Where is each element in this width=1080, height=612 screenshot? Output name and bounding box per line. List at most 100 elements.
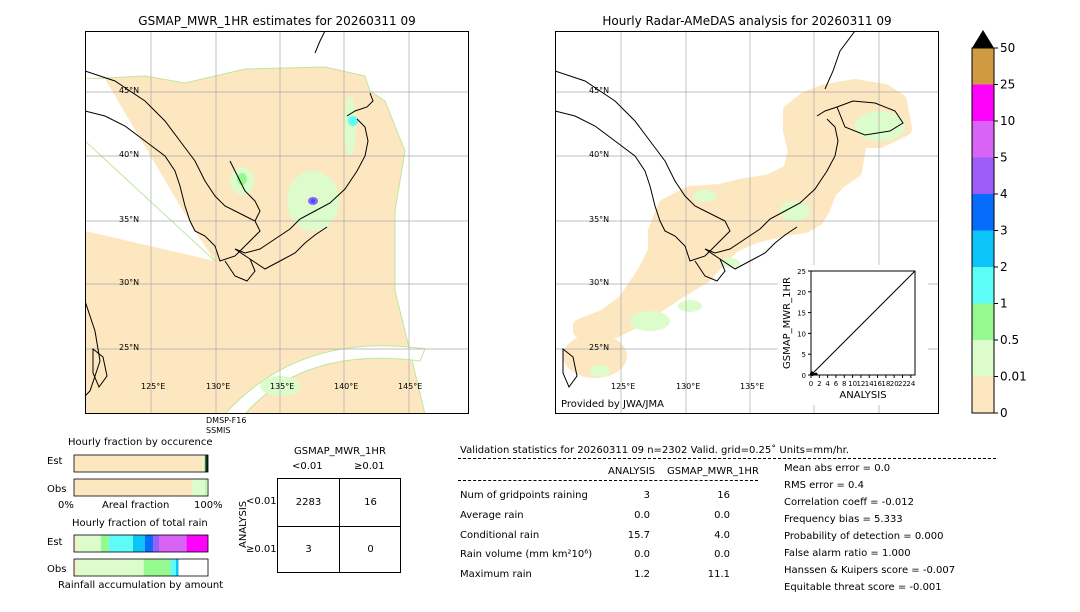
- scatter-ytick-label: 20: [797, 289, 806, 297]
- bar-segment: [100, 535, 109, 552]
- left-coastlines: [85, 31, 374, 397]
- stat-analysis: 15.7: [627, 530, 650, 541]
- total-rain-footer: Rainfall accumulation by amount: [58, 580, 224, 591]
- lat-label: 25°N: [589, 343, 609, 352]
- lat-label: 45°N: [589, 86, 609, 95]
- bar-frame: [73, 534, 209, 553]
- lat-label: 40°N: [119, 150, 139, 159]
- bar-segment: [76, 535, 101, 552]
- satellite-label: DMSP-F16: [206, 416, 247, 425]
- validation-divider: [458, 458, 996, 459]
- score-line: Correlation coeff = -0.012: [784, 497, 914, 508]
- bar-frame: [73, 454, 209, 473]
- lat-label: 30°N: [589, 278, 609, 287]
- bar-segment: [108, 535, 133, 552]
- bar-segment: [202, 455, 204, 472]
- lat-label: 40°N: [589, 150, 609, 159]
- colorbar: 0 0.01 0.5 1 2 3 4 5 10 25 50: [971, 30, 1026, 418]
- left-map-title: GSMAP_MWR_1HR estimates for 20260311 09: [138, 14, 416, 28]
- colorbar-label: 4: [1000, 187, 1008, 201]
- lon-label: 135°E: [270, 382, 294, 391]
- scatter-xtick-label: 24: [906, 380, 915, 388]
- scatter-ytick-label: 5: [802, 351, 806, 359]
- bar-segment: [153, 535, 160, 552]
- validation-col-gsmap: GSMAP_MWR_1HR: [667, 466, 759, 477]
- contingency-grid: 2283 16 3 0: [277, 478, 401, 573]
- scatter-xtick-label: 18: [881, 380, 890, 388]
- stat-gsmap: 11.1: [707, 569, 730, 580]
- stat-gsmap: 4.0: [714, 530, 730, 541]
- rain-patch: [348, 116, 358, 126]
- lon-label: 140°E: [334, 382, 358, 391]
- lon-label: 125°E: [141, 382, 165, 391]
- occurrence-axis-right: 100%: [194, 500, 223, 511]
- scatter-xtick-label: 14: [865, 380, 874, 388]
- colorbar-label: 1: [1000, 297, 1008, 311]
- lon-label: 130°E: [676, 382, 700, 391]
- bar-segment: [170, 559, 176, 576]
- lat-label: 45°N: [119, 86, 139, 95]
- right-map: 45°N 40°N 35°N 30°N 25°N 125°E 130°E 135…: [555, 31, 939, 414]
- scatter-point: [811, 372, 815, 376]
- bar-segment: [74, 559, 77, 576]
- scatter-point: [814, 372, 818, 376]
- stat-label: Average rain: [460, 510, 524, 521]
- colorbar-swatch: [972, 303, 994, 340]
- stat-analysis: 1.2: [634, 569, 650, 580]
- occurrence-axis-left: 0%: [58, 500, 74, 511]
- lon-label: 125°E: [611, 382, 635, 391]
- stat-label: Num of gridpoints raining: [460, 490, 588, 501]
- rain-patch: [237, 173, 247, 185]
- scatter-xtick-label: 4: [825, 380, 830, 388]
- stat-gsmap: 0.0: [714, 549, 730, 560]
- lat-label: 25°N: [119, 343, 139, 352]
- occurrence-axis-mid: Areal fraction: [102, 500, 170, 511]
- colorbar-swatch: [972, 267, 994, 304]
- validation-header: Validation statistics for 20260311 09 n=…: [460, 445, 849, 456]
- scatter-xlabel: ANALYSIS: [839, 390, 886, 401]
- colorbar-label: 0.01: [1000, 370, 1026, 384]
- scatter-xtick-label: 2: [817, 380, 821, 388]
- scatter-xtick-label: 8: [842, 380, 846, 388]
- contingency-cell: 2283: [295, 497, 322, 508]
- scatter-xtick-label: 10: [848, 380, 857, 388]
- total-rain-bars: [73, 534, 209, 577]
- score-line: Frequency bias = 5.333: [784, 514, 903, 525]
- stat-gsmap: 16: [717, 490, 730, 501]
- scatter-xtick-label: 0: [809, 380, 813, 388]
- scatter-xtick-label: 12: [856, 380, 865, 388]
- bar-segment: [205, 479, 207, 496]
- lon-label: 130°E: [206, 382, 230, 391]
- contingency-side-label: ANALYSIS: [238, 500, 249, 548]
- bar-segment: [159, 535, 187, 552]
- scatter-ytick-label: 15: [797, 310, 806, 318]
- colorbar-label: 5: [1000, 151, 1008, 165]
- colorbar-label: 3: [1000, 224, 1008, 238]
- left-swath: [85, 66, 426, 414]
- colorbar-label: 2: [1000, 260, 1008, 274]
- occurrence-obs-label: Obs: [47, 484, 67, 495]
- stat-gsmap: 0.0: [714, 510, 730, 521]
- score-line: False alarm ratio = 1.000: [784, 548, 911, 559]
- bar-segment: [205, 455, 208, 472]
- bar-segment: [175, 559, 179, 576]
- scatter-xtick-label: 20: [890, 380, 899, 388]
- bar-segment: [74, 535, 77, 552]
- colorbar-swatch: [972, 340, 994, 377]
- bar-segment: [143, 559, 171, 576]
- lat-label: 30°N: [119, 278, 139, 287]
- validation-col-analysis: ANALYSIS: [608, 466, 656, 477]
- scatter-ytick-label: 25: [797, 268, 806, 276]
- stat-analysis: 0.0: [634, 510, 650, 521]
- right-coastlines: [555, 31, 904, 389]
- contingency-row-header: <0.01: [246, 496, 277, 507]
- scatter-xtick-label: 16: [873, 380, 882, 388]
- left-nodata-cut: [85, 79, 215, 261]
- contingency-cell: 3: [305, 544, 312, 555]
- contingency-col-header: ≥0.01: [354, 461, 385, 472]
- stat-label: Conditional rain: [460, 530, 540, 541]
- scatter-ytick-label: 0: [802, 372, 806, 380]
- colorbar-swatch: [972, 84, 994, 121]
- lat-label: 35°N: [589, 215, 609, 224]
- score-line: Hanssen & Kuipers score = -0.007: [784, 565, 956, 576]
